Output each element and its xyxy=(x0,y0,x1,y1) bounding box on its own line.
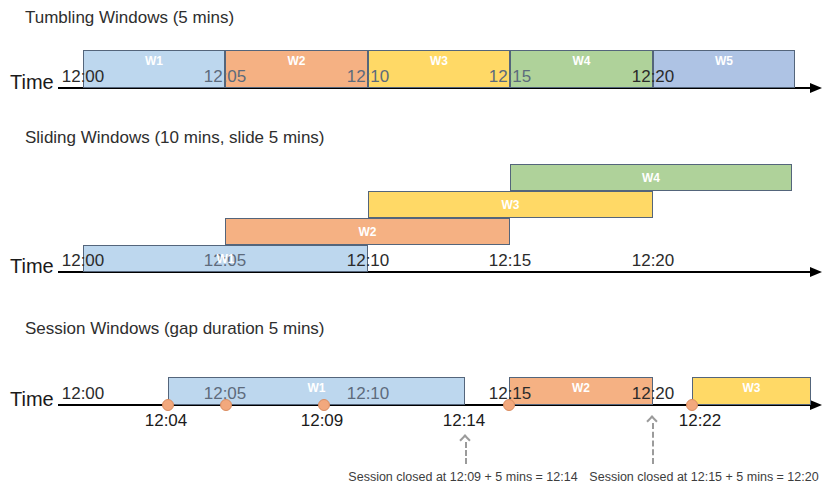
sliding-window-w4-label: W4 xyxy=(642,171,660,185)
event-dot xyxy=(318,399,330,411)
sliding-tick-12-15: 12:15 xyxy=(489,252,532,269)
session-section-title: Session Windows (gap duration 5 mins) xyxy=(25,319,325,339)
session-tick-12-00: 12:00 xyxy=(62,385,105,402)
tumbling-window-w2-label: W2 xyxy=(288,54,306,68)
tumbling-window-w3-label: W3 xyxy=(430,54,448,68)
session-window-w2-label: W2 xyxy=(572,381,590,395)
tumbling-tick-12-10: 12:10 xyxy=(347,68,390,85)
tumbling-tick-12-20: 12:20 xyxy=(632,68,675,85)
session-tick-12-20: 12:20 xyxy=(632,385,675,402)
sliding-window-w2-label: W2 xyxy=(359,225,377,239)
tumbling-time-axis-label: Time xyxy=(10,71,54,94)
sliding-tick-12-20: 12:20 xyxy=(632,252,675,269)
event-dot xyxy=(220,399,232,411)
sliding-window-w3-label: W3 xyxy=(502,198,520,212)
session-window-w3-label: W3 xyxy=(743,381,761,395)
tumbling-window-w1-label: W1 xyxy=(145,54,163,68)
tumbling-tick-12-15: 12:15 xyxy=(489,68,532,85)
stream-windowing-diagram: Tumbling Windows (5 mins) Time W1 W2 W3 W4 W… xyxy=(0,0,829,498)
tumbling-tick-12-05: 12:05 xyxy=(204,68,247,85)
tumbling-window-w4-label: W4 xyxy=(573,54,591,68)
sliding-window-w1-label: W1 xyxy=(217,252,235,266)
tumbling-tick-12-00: 12:00 xyxy=(62,68,105,85)
event-dot xyxy=(686,399,698,411)
sliding-section-title: Sliding Windows (10 mins, slide 5 mins) xyxy=(25,128,325,148)
event-time-label-12-04: 12:04 xyxy=(145,412,188,430)
event-time-label-12-09: 12:09 xyxy=(301,412,344,430)
tumbling-window-w5-label: W5 xyxy=(715,54,733,68)
session-close-note: Session closed at 12:15 + 5 mins = 12:20 xyxy=(589,470,818,484)
event-time-label-12-14: 12:14 xyxy=(443,412,486,430)
sliding-tick-12-10: 12:10 xyxy=(347,252,390,269)
session-close-arrow-stem xyxy=(465,442,467,464)
sliding-time-axis-label: Time xyxy=(10,255,54,278)
event-time-label-12-22: 12:22 xyxy=(679,412,722,430)
session-close-note: Session closed at 12:09 + 5 mins = 12:14 xyxy=(348,470,577,484)
tumbling-section-title: Tumbling Windows (5 mins) xyxy=(25,8,234,28)
event-dot xyxy=(503,399,515,411)
session-window-w1-label: W1 xyxy=(308,381,326,395)
session-close-arrow-stem xyxy=(652,423,654,464)
session-tick-12-10: 12:10 xyxy=(347,385,390,402)
session-time-axis-label: Time xyxy=(10,388,54,411)
sliding-tick-12-00: 12:00 xyxy=(62,252,105,269)
event-dot xyxy=(162,399,174,411)
